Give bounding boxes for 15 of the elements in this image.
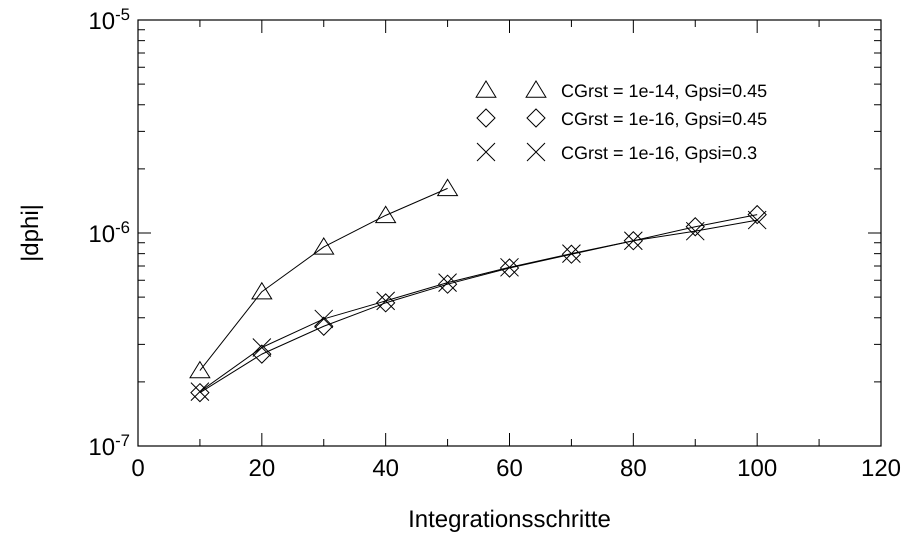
x-tick-label: 0 [131, 455, 145, 482]
x-tick-label: 80 [620, 455, 647, 482]
x-tick-label: 20 [248, 455, 276, 482]
x-tick-label: 60 [496, 455, 523, 482]
y-tick-label: 10$^{-5}$ [88, 4, 130, 35]
y-tick-label: 10$^{-7}$ [88, 430, 130, 461]
y-tick-label: 10$^{-6}$ [88, 218, 130, 248]
x-axis-title: Integrationsschritte [408, 506, 611, 533]
legend-label: CGrst = 1e-16, Gpsi=0.3 [561, 143, 758, 163]
x-tick-label: 40 [372, 455, 400, 482]
legend-label: CGrst = 1e-16, Gpsi=0.45 [561, 109, 768, 129]
y-axis-title: |dphi| [17, 204, 44, 262]
legend-label: CGrst = 1e-14, Gpsi=0.45 [561, 81, 768, 101]
x-tick-label: 120 [860, 455, 902, 482]
x-tick-label: 100 [737, 455, 778, 482]
